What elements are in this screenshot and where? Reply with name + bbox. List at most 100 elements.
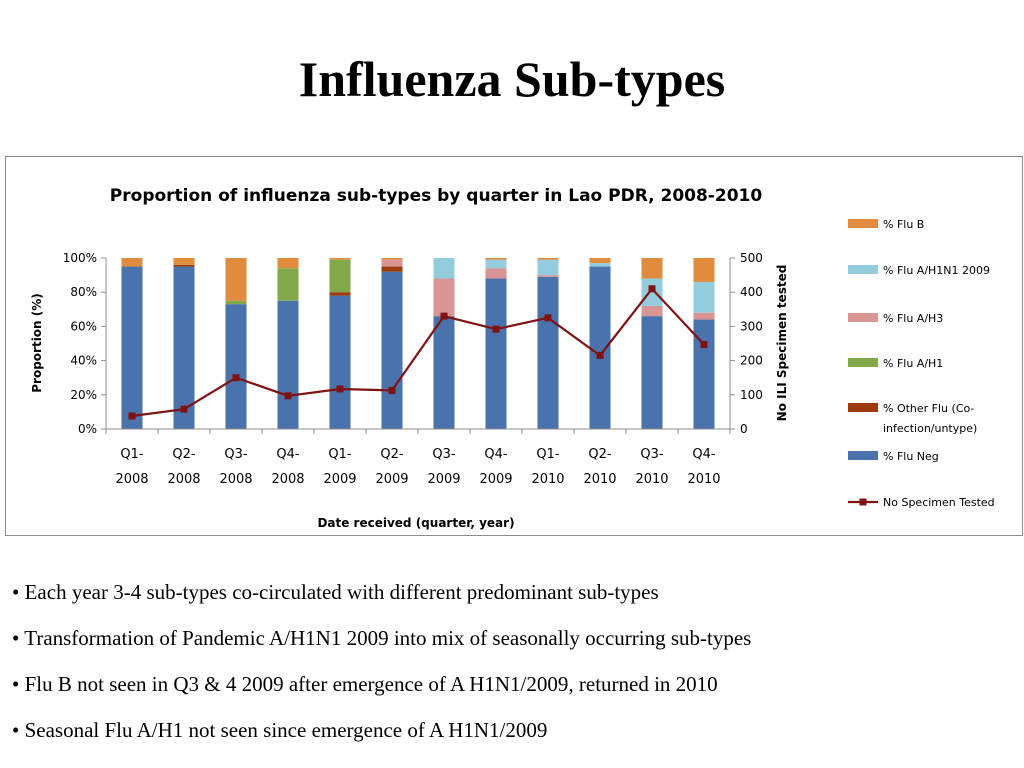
legend-swatch [848,451,878,460]
y2-tick-label: 100 [740,388,763,402]
y2-tick-label: 400 [740,285,763,299]
legend-label-line: % Flu B [883,218,924,231]
specimen-point [544,314,552,322]
x-tick-label-line: Q2- [380,447,404,462]
legend-label: % Flu A/H1N1 2009 [883,264,990,277]
legend-swatch [848,313,878,322]
x-tick-label-line: 2010 [687,472,720,487]
legend: % Flu B % Flu A/H1N1 2009 % Flu A/H3 % Flu … [848,218,995,509]
specimen-point [700,341,708,349]
x-tick-label-line: Q2- [172,447,196,462]
bar-segment [589,263,611,267]
x-tick-label-line: 2009 [427,472,460,487]
x-tick-label-line: Q4- [692,447,716,462]
bar-segment [225,300,247,305]
bar-segment [329,258,351,260]
legend-swatch [848,265,878,274]
x-tick-label: Q4- 2009 [479,447,512,487]
y2-tick-label: 0 [740,422,748,436]
plot-area [121,258,715,429]
legend-label-line: % Other Flu (Co- [883,402,974,415]
bar-segment [433,278,455,317]
bar-segment [381,266,403,272]
bullet-text: Flu B not seen in Q3 & 4 2009 after emer… [24,672,718,696]
x-tick-label: Q3- 2009 [427,447,460,487]
bar-segment [277,258,299,269]
x-axis-title: Date received (quarter, year) [317,516,514,530]
x-tick-label-line: 2008 [271,472,304,487]
x-tick-label-line: Q1- [328,447,352,462]
bar-segment [589,266,611,429]
bar-segment [641,305,663,317]
bullet-item: • Flu B not seen in Q3 & 4 2009 after em… [12,667,1012,713]
x-tick-label: Q3- 2010 [635,447,668,487]
x-tick-label: Q4- 2008 [271,447,304,487]
bar-segment [225,258,247,301]
bar-segment [641,316,663,429]
bar-segment [277,268,299,301]
bar-segment [173,264,195,267]
legend-label: % Other Flu (Co-infection/untype) [883,402,977,435]
y-tick-label: 60% [70,319,97,333]
y-tick-label: 0% [78,422,97,436]
x-tick-label: Q2- 2008 [167,447,200,487]
bar-segment [537,259,559,276]
bar-segment [329,295,351,429]
chart-title: Proportion of influenza sub-types by qua… [110,186,763,206]
legend-label: % Flu A/H1 [883,357,943,370]
bar-segment [329,292,351,296]
bar-segment [537,275,559,277]
x-tick-label-line: 2008 [219,472,252,487]
x-tick-label: Q1- 2008 [115,447,148,487]
legend-label-line: % Flu A/H1N1 2009 [883,264,990,277]
x-tick-label-line: 2008 [167,472,200,487]
bullet-item: • Transformation of Pandemic A/H1N1 2009… [12,621,1012,667]
bullet-marker: • [12,580,20,604]
bar-segment [485,259,507,269]
bar-segment [381,271,403,429]
legend-label-line: % Flu A/H3 [883,312,943,325]
bar-segment [693,319,715,429]
bar-segment [433,258,455,279]
x-tick-label: Q4- 2010 [687,447,720,487]
x-tick-label-line: Q1- [536,447,560,462]
bar-segment [121,258,143,267]
x-tick-label-line: Q3- [432,447,456,462]
bar-segment [485,258,507,260]
y-axis-title: Proportion (%) [30,293,44,393]
bar-segment [589,258,611,264]
specimen-point [388,386,396,394]
bar-segment [381,258,403,260]
bar-segment [485,278,507,429]
y2-tick-label: 300 [740,319,763,333]
legend-point-marker [859,498,867,506]
legend-label-line: % Flu A/H1 [883,357,943,370]
specimen-line [131,287,705,418]
y2-tick-label: 200 [740,354,763,368]
x-tick-label-line: 2010 [531,472,564,487]
bullet-text: Transformation of Pandemic A/H1N1 2009 i… [24,626,752,650]
specimen-point [232,374,240,382]
legend-label: % Flu Neg [883,450,939,463]
legend-label-line: infection/untype) [883,422,977,435]
x-tick-label-line: Q1- [120,447,144,462]
bullet-item: • Seasonal Flu A/H1 not seen since emerg… [12,713,1012,759]
specimen-point [492,325,500,333]
y2-tick-label: 500 [740,251,763,265]
bullet-item: • Each year 3-4 sub-types co-circulated … [12,575,1012,621]
y2-axis-title: No ILI Specimen tested [775,265,789,422]
specimen-point [596,351,604,359]
legend-label: No Specimen Tested [883,496,995,509]
legend-label-line: % Flu Neg [883,450,939,463]
bar-segment [485,268,507,279]
chart-frame: Proportion of influenza sub-types by qua… [5,156,1023,536]
axes: 0% 20% 40% 60% 80% 100% 0 100 200 300 400 500 Q1- 200… [63,251,763,487]
x-tick-label: Q1- 2009 [323,447,356,487]
legend-label: % Flu A/H3 [883,312,943,325]
bar-segment [693,281,715,313]
slide-title: Influenza Sub-types [298,51,726,107]
bullet-marker: • [12,672,20,696]
x-tick-label: Q2- 2009 [375,447,408,487]
specimen-point [336,385,344,393]
bar-segment [693,258,715,282]
